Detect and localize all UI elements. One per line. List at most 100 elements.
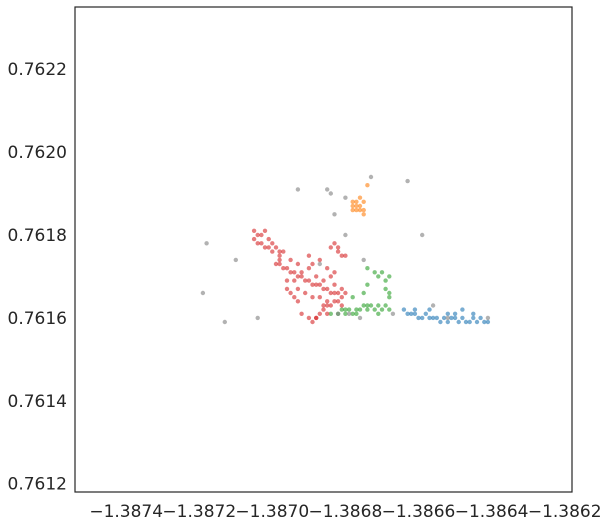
x-tick-label: −1.3868	[309, 502, 383, 522]
scatter-point	[314, 282, 319, 287]
scatter-point	[314, 274, 319, 279]
scatter-point	[365, 266, 370, 271]
scatter-point	[332, 270, 337, 275]
scatter-point	[471, 315, 476, 321]
scatter-point	[441, 315, 447, 321]
scatter-point	[303, 290, 308, 296]
y-tick-label: 0.7616	[8, 309, 67, 329]
scatter-point	[292, 295, 297, 300]
scatter-point	[273, 245, 279, 250]
scatter-point	[306, 253, 312, 258]
scatter-point	[325, 311, 330, 316]
scatter-point	[405, 178, 410, 184]
scatter-point	[482, 319, 487, 325]
scatter-point	[445, 315, 450, 321]
scatter-point	[325, 286, 330, 292]
scatter-point	[325, 266, 330, 271]
scatter-point	[255, 241, 260, 246]
scatter-point	[292, 278, 297, 283]
scatter-point	[310, 295, 315, 300]
scatter-point	[295, 299, 301, 304]
scatter-point	[361, 257, 366, 263]
scatter-point	[357, 195, 363, 200]
scatter-point	[361, 290, 366, 296]
scatter-point	[420, 232, 425, 238]
scatter-point	[430, 315, 436, 321]
scatter-point	[350, 203, 355, 209]
scatter-point	[266, 245, 271, 250]
scatter-point	[445, 319, 450, 325]
scatter-point	[310, 261, 315, 267]
scatter-point	[456, 319, 461, 325]
scatter-point	[409, 311, 414, 316]
scatter-point	[200, 290, 206, 296]
scatter-point	[281, 266, 286, 271]
scatter-point	[295, 286, 301, 292]
scatter-point	[332, 299, 337, 304]
scatter-point	[350, 207, 355, 213]
scatter-point	[354, 307, 359, 312]
y-tick-label: 0.7620	[8, 143, 67, 163]
scatter-point	[317, 282, 322, 287]
scatter-point	[339, 295, 344, 300]
scatter-point	[288, 257, 293, 263]
y-tick-label: 0.7612	[8, 475, 67, 495]
scatter-point	[270, 249, 275, 254]
scatter-point	[262, 228, 268, 233]
scatter-point	[357, 307, 363, 312]
scatter-point	[339, 286, 344, 292]
y-tick-label: 0.7614	[8, 392, 67, 412]
scatter-point	[255, 232, 260, 238]
scatter-point	[251, 228, 257, 233]
scatter-point	[452, 315, 458, 321]
scatter-point	[427, 307, 432, 312]
scatter-point	[335, 245, 341, 250]
scatter-point	[357, 207, 363, 213]
scatter-point	[416, 315, 421, 321]
scatter-point	[325, 303, 330, 308]
scatter-point	[361, 199, 366, 204]
plot-area	[74, 6, 573, 493]
scatter-point	[332, 290, 337, 296]
scatter-point	[343, 195, 348, 200]
scatter-point	[467, 319, 472, 325]
scatter-point	[383, 286, 388, 292]
scatter-point	[328, 303, 333, 308]
scatter-point	[295, 274, 301, 279]
y-axis-ticks: 0.7612 0.7614 0.7616 0.7618 0.7620 0.7622	[8, 60, 67, 495]
scatter-point	[328, 311, 333, 316]
scatter-point	[365, 183, 370, 188]
scatter-point	[299, 274, 304, 279]
scatter-point	[365, 303, 370, 308]
scatter-point	[365, 282, 370, 287]
scatter-point	[222, 319, 227, 325]
scatter-point	[321, 286, 326, 292]
scatter-point	[284, 278, 290, 283]
scatter-point	[281, 249, 286, 254]
scatter-point	[277, 257, 282, 263]
scatter-point	[343, 253, 348, 258]
scatter-point	[299, 311, 304, 316]
scatter-point	[434, 315, 439, 321]
scatter-point	[335, 299, 341, 304]
y-tick-label: 0.7618	[8, 226, 67, 246]
scatter-point	[306, 266, 312, 271]
scatter-point	[328, 290, 333, 296]
scatter-point	[314, 315, 319, 321]
scatter-points	[200, 174, 491, 325]
scatter-point	[266, 236, 271, 242]
scatter-point	[478, 315, 483, 321]
scatter-point	[255, 315, 260, 321]
scatter-point	[321, 303, 326, 308]
scatter-point	[412, 311, 418, 316]
scatter-point	[317, 257, 322, 263]
scatter-point	[343, 307, 348, 312]
scatter-point	[204, 241, 209, 246]
scatter-point	[295, 187, 301, 192]
scatter-point	[379, 270, 385, 275]
scatter-point	[460, 307, 465, 312]
x-tick-label: −1.3866	[382, 502, 456, 522]
scatter-point	[288, 270, 293, 275]
scatter-point	[262, 245, 268, 250]
